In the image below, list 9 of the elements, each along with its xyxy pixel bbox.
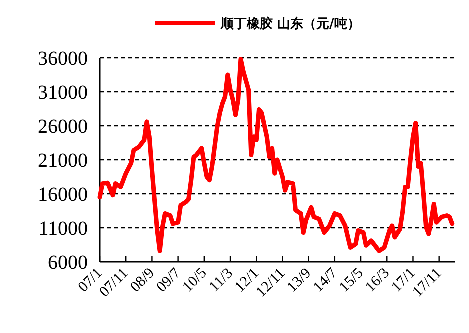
y-tick-label: 21000	[38, 150, 88, 172]
legend-label: 顺丁橡胶 山东（元/吨）	[220, 16, 360, 32]
y-tick-label: 36000	[38, 48, 88, 70]
y-tick-label: 31000	[38, 82, 88, 104]
line-series	[98, 57, 455, 254]
y-tick-label: 6000	[48, 252, 88, 274]
y-tick-label: 26000	[38, 116, 88, 138]
y-tick-label: 11000	[38, 218, 88, 240]
y-tick-label: 16000	[38, 184, 88, 206]
